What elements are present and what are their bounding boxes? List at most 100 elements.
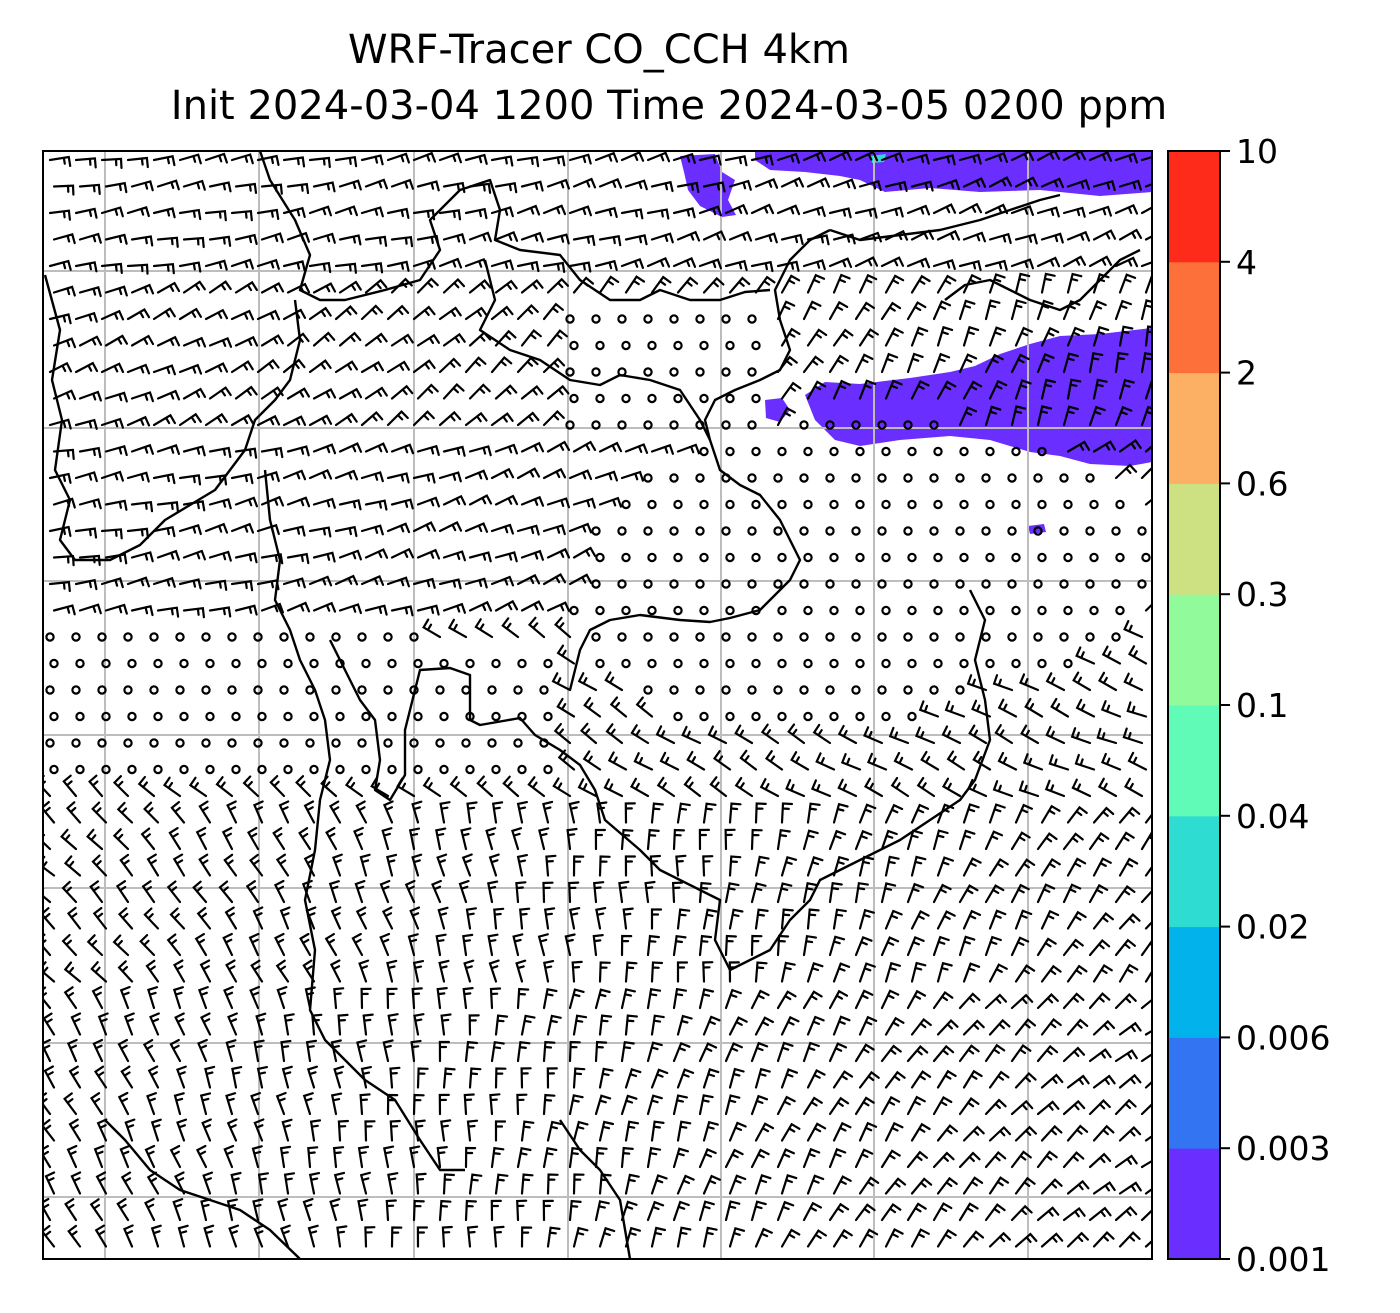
wind-barb xyxy=(880,1202,902,1222)
wind-barb xyxy=(1010,1099,1034,1116)
wind-barb xyxy=(554,616,572,639)
wind-barb xyxy=(520,495,545,507)
wind-barb xyxy=(828,1096,850,1116)
wind-barb xyxy=(1092,1124,1115,1142)
calm-wind-circle xyxy=(1059,632,1069,642)
wind-barb xyxy=(302,1198,314,1222)
wind-barb xyxy=(298,827,312,851)
wind-barb xyxy=(466,1225,479,1248)
wind-barb xyxy=(409,1145,421,1169)
wind-barb xyxy=(1066,1074,1090,1089)
wind-barb xyxy=(543,960,555,983)
wind-barb xyxy=(337,1119,349,1142)
wind-barb xyxy=(230,153,254,165)
wind-barb xyxy=(572,1226,589,1248)
wind-barb xyxy=(286,387,310,400)
wind-barb xyxy=(234,233,258,245)
calm-wind-circle xyxy=(985,605,995,616)
wind-barb xyxy=(78,286,102,298)
wind-barb xyxy=(1014,1071,1037,1089)
calm-wind-circle xyxy=(253,632,263,642)
wind-barb xyxy=(1014,326,1033,347)
calm-wind-circle xyxy=(829,711,839,722)
wind-barb xyxy=(282,415,307,427)
wind-barb xyxy=(234,335,259,347)
wind-barb xyxy=(988,1125,1012,1142)
calm-wind-circle xyxy=(851,526,861,536)
wind-barb xyxy=(124,1118,136,1142)
wind-barb xyxy=(1140,155,1152,162)
wind-barb xyxy=(438,209,462,221)
wind-barb xyxy=(988,1231,1011,1248)
wind-barb xyxy=(182,179,206,191)
wind-barb xyxy=(988,232,1012,244)
calm-wind-circle xyxy=(49,658,59,669)
wind-barb xyxy=(624,443,649,454)
wind-barb xyxy=(1140,1208,1152,1222)
wind-barb xyxy=(279,1224,291,1248)
wind-barb xyxy=(724,155,748,167)
wind-barb xyxy=(932,990,954,1010)
wind-barb xyxy=(750,989,770,1010)
wind-barb xyxy=(569,907,581,930)
wind-barb xyxy=(204,522,229,534)
wind-barb xyxy=(359,853,371,877)
wind-barb xyxy=(1075,646,1096,665)
wind-barb xyxy=(958,1151,981,1169)
wind-barb xyxy=(1070,727,1092,745)
wind-barb xyxy=(598,855,611,877)
wind-barb xyxy=(1118,378,1135,400)
calm-wind-circle xyxy=(825,473,835,483)
border-inland xyxy=(478,259,712,441)
calm-wind-circle xyxy=(955,579,965,589)
wind-barb xyxy=(112,775,130,798)
wind-barb xyxy=(1114,1205,1138,1222)
wind-barb xyxy=(546,384,570,400)
wind-barb xyxy=(1062,1151,1085,1169)
wind-barb xyxy=(52,285,76,297)
wind-barb xyxy=(624,1120,640,1142)
wind-barb xyxy=(275,853,290,877)
wind-barb xyxy=(676,276,699,294)
calm-wind-circle xyxy=(1115,605,1125,616)
wind-barb xyxy=(1066,1018,1089,1036)
wind-barb xyxy=(958,406,978,427)
calm-wind-circle xyxy=(643,473,653,483)
calm-wind-circle xyxy=(699,499,709,510)
wind-barb xyxy=(166,880,182,904)
calm-wind-circle xyxy=(903,685,913,695)
wind-barb xyxy=(468,445,492,457)
wind-barb xyxy=(754,855,770,877)
wind-barb xyxy=(624,1173,640,1195)
map-frame xyxy=(42,150,1153,1260)
wind-barb xyxy=(1118,913,1141,930)
wind-barb xyxy=(884,1177,907,1195)
calm-wind-circle xyxy=(123,738,133,748)
calm-wind-circle xyxy=(435,738,445,748)
wind-barb xyxy=(1040,272,1056,294)
calm-wind-circle xyxy=(929,685,939,695)
wind-barb xyxy=(577,778,598,798)
wind-barb xyxy=(1140,206,1152,215)
wind-barb xyxy=(308,306,332,321)
wind-barb xyxy=(74,261,98,273)
calm-wind-circle xyxy=(595,393,605,404)
wind-barb xyxy=(932,259,956,270)
wind-barb xyxy=(750,1041,769,1063)
wind-barb xyxy=(1010,883,1030,904)
wind-barb xyxy=(286,496,311,508)
wind-barb xyxy=(709,776,728,798)
wind-barb xyxy=(438,410,462,427)
wind-barb xyxy=(468,551,492,563)
wind-barb xyxy=(86,934,104,957)
wind-barb xyxy=(884,274,905,294)
wind-barb xyxy=(916,776,936,798)
wind-barb xyxy=(936,178,960,190)
calm-wind-circle xyxy=(825,579,835,589)
calm-wind-circle xyxy=(777,446,787,457)
wind-barb xyxy=(780,908,794,930)
calm-wind-circle xyxy=(851,685,861,695)
wind-barb xyxy=(988,963,1008,983)
wind-barb xyxy=(1066,179,1090,190)
wind-barb xyxy=(910,803,930,824)
